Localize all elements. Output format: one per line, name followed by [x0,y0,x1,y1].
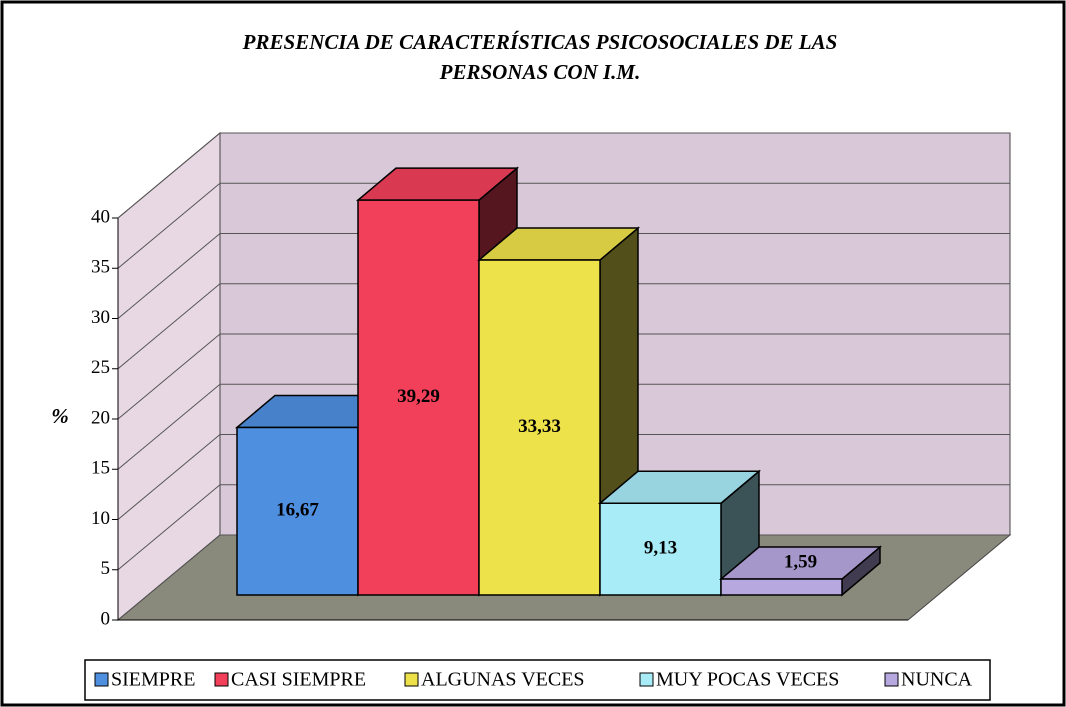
y-tick-label: 25 [91,357,110,378]
y-tick-label: 40 [91,206,110,227]
grid-line [117,383,221,470]
y-tick-label: 5 [101,558,111,579]
data-label: 16,67 [276,500,319,521]
chart-title: PERSONAS CON I.M. [439,60,641,84]
grid-line [117,132,221,219]
grid-line [117,182,221,269]
legend [84,659,991,701]
legend-label: ALGUNAS VECES [421,669,585,691]
bar [357,199,480,596]
y-tick-label: 15 [91,458,110,479]
grid-line [117,434,221,520]
legend-swatch [214,672,229,687]
legend-label: CASI SIEMPRE [231,669,366,691]
legend-swatch [884,672,899,687]
y-tick-label: 20 [91,407,110,428]
legend-swatch [94,672,109,687]
legend-swatch [404,672,419,687]
bar [720,578,843,596]
data-label: 1,59 [784,551,817,572]
grid-line [117,283,221,370]
grid-line [117,233,221,319]
y-tick-label: 35 [91,257,110,278]
legend-swatch [639,672,654,687]
chart-title: PRESENCIA DE CARACTERÍSTICAS PSICOSOCIAL… [242,30,838,54]
data-label: 33,33 [518,416,561,437]
grid-line [117,484,221,571]
legend-label: NUNCA [901,669,973,691]
bar [599,502,722,596]
grid-line [117,534,221,621]
legend-label: SIEMPRE [111,669,195,691]
y-tick-label: 10 [91,508,110,529]
data-label: 39,29 [397,386,440,407]
legend-label: MUY POCAS VECES [656,669,839,691]
data-label: 9,13 [644,537,677,558]
y-axis-label: % [51,404,69,428]
y-tick-label: 0 [101,608,111,629]
bar [478,259,601,596]
y-tick-label: 30 [91,307,110,328]
grid-line [117,333,221,420]
